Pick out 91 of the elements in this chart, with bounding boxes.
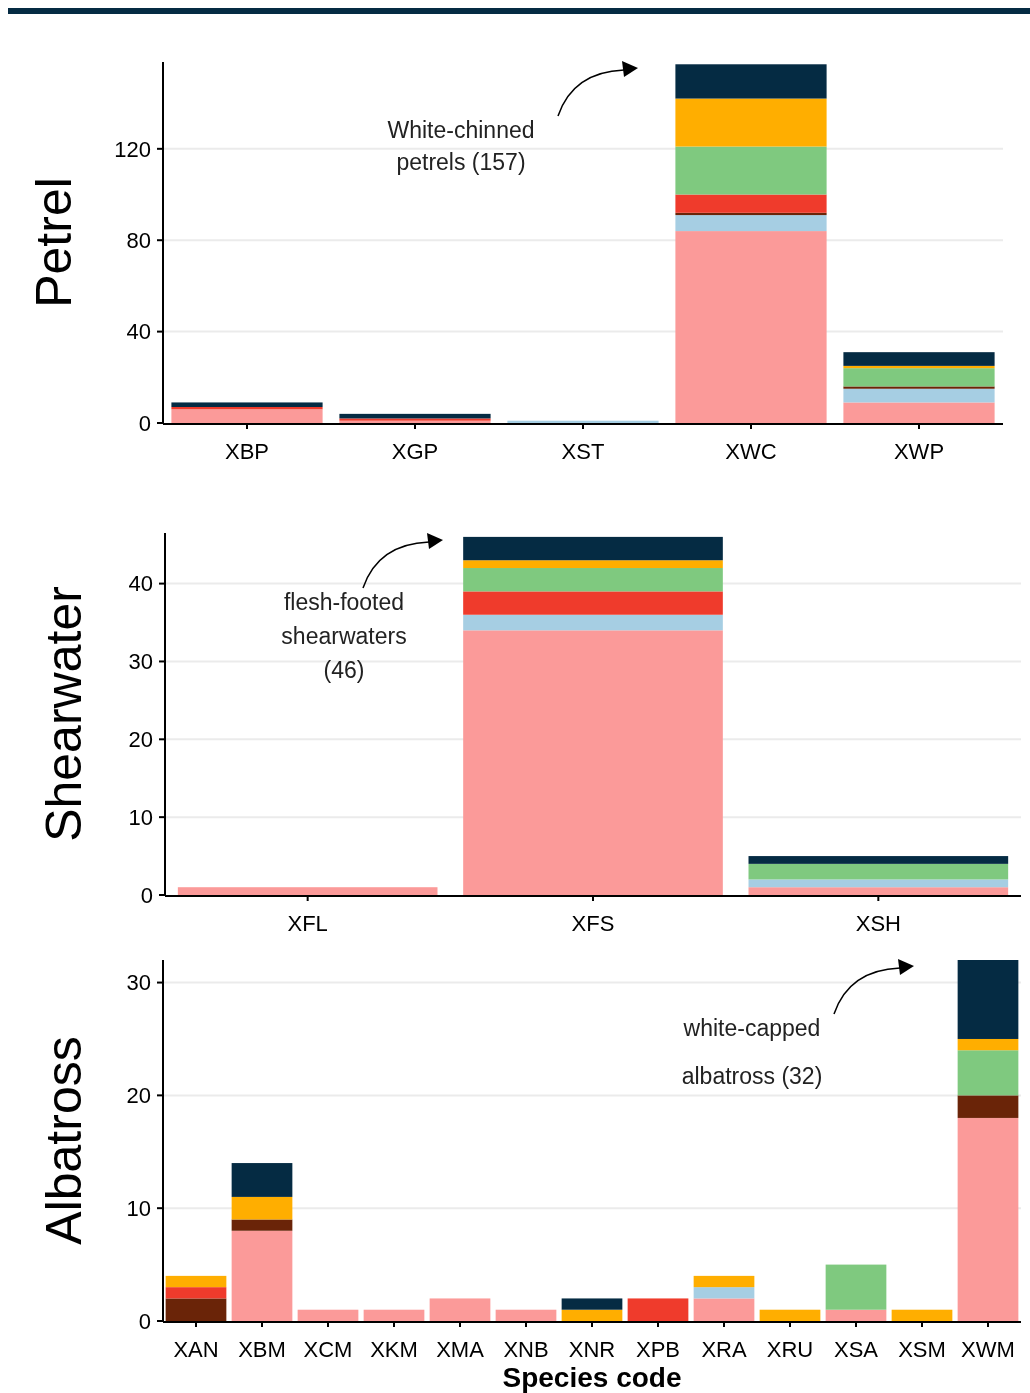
x-tick-label: XSA	[833, 1336, 879, 1362]
y-tick-label: 10	[126, 1195, 151, 1221]
x-tick-label: XST	[561, 438, 605, 464]
bar	[748, 863, 1009, 880]
bar	[463, 591, 723, 615]
bar	[165, 1275, 227, 1288]
bar	[675, 64, 827, 99]
y-tick-label: 20	[126, 1083, 151, 1109]
annotation: flesh-footed shearwaters (46)	[281, 589, 407, 683]
x-tick-label: XWC	[725, 438, 777, 464]
bar	[748, 887, 1009, 895]
bar	[495, 1309, 557, 1321]
y-tick-label: 20	[128, 727, 153, 752]
bar	[561, 1298, 623, 1310]
x-tick-label: XNB	[503, 1336, 549, 1362]
bar	[693, 1275, 755, 1288]
bar	[957, 1038, 1019, 1051]
bar	[675, 146, 827, 195]
y-axis-title: Albatross	[35, 1036, 92, 1245]
x-tick-label: XGP	[391, 438, 439, 464]
x-tick-label: XPB	[635, 1336, 681, 1362]
x-tick-label: XCM	[303, 1336, 353, 1362]
x-tick-label: XNR	[568, 1336, 616, 1362]
bar	[843, 388, 995, 403]
bar	[627, 1298, 689, 1321]
bar	[675, 194, 827, 213]
bar	[165, 1298, 227, 1321]
x-tick-label: XBM	[238, 1336, 286, 1362]
x-tick-label: XSM	[898, 1336, 946, 1362]
bar	[463, 630, 723, 895]
bar	[171, 409, 323, 423]
bar	[177, 887, 438, 895]
y-axis-title: Petrel	[25, 177, 82, 308]
bar	[363, 1309, 425, 1321]
bar	[891, 1309, 953, 1321]
bar	[231, 1230, 293, 1321]
x-tick-label: XRU	[766, 1336, 814, 1362]
x-tick-label: XMA	[436, 1336, 485, 1362]
x-axis-title: Species code	[502, 1362, 682, 1393]
y-tick-label: 0	[138, 1308, 151, 1334]
bar	[463, 568, 723, 592]
y-tick-label: 80	[126, 227, 151, 253]
bar	[843, 386, 995, 389]
bar	[675, 98, 827, 147]
x-tick-label: XRA	[701, 1336, 747, 1362]
y-tick-label: 120	[114, 136, 151, 162]
bar	[843, 352, 995, 366]
bar	[463, 560, 723, 569]
bar	[429, 1298, 491, 1321]
annotation: White-chinned petrels (157)	[387, 117, 535, 175]
y-axis-title: Shearwater	[35, 586, 92, 842]
bar	[748, 879, 1009, 888]
bar	[297, 1309, 359, 1321]
bar	[675, 231, 827, 423]
x-tick-label: XWM	[961, 1336, 1015, 1362]
annotation: white-capped albatross (32)	[681, 1015, 823, 1089]
y-tick-label: 0	[140, 882, 153, 908]
bar	[231, 1163, 293, 1197]
bar	[561, 1309, 623, 1321]
bar	[843, 368, 995, 387]
x-tick-label: XAN	[173, 1336, 219, 1362]
y-tick-label: 30	[126, 970, 151, 996]
bar	[463, 614, 723, 631]
bar	[675, 215, 827, 232]
bar	[231, 1219, 293, 1231]
x-tick-label: XFS	[571, 910, 615, 936]
bar	[957, 960, 1019, 1039]
y-tick-label: 40	[128, 571, 153, 597]
bar	[957, 1050, 1019, 1096]
bar	[957, 1095, 1019, 1118]
x-tick-label: XFL	[287, 910, 328, 936]
y-tick-label: 0	[138, 410, 151, 436]
y-tick-label: 10	[128, 804, 153, 830]
bar	[748, 856, 1009, 864]
bar	[231, 1196, 293, 1220]
bar	[171, 402, 323, 408]
bar	[463, 536, 723, 561]
bar	[957, 1117, 1019, 1321]
x-tick-label: XSH	[855, 910, 901, 936]
bar	[693, 1287, 755, 1299]
bar	[825, 1309, 887, 1321]
bar	[693, 1298, 755, 1321]
x-tick-label: XKM	[370, 1336, 418, 1362]
bar	[843, 402, 995, 423]
y-tick-label: 40	[126, 319, 151, 345]
x-tick-label: XBP	[224, 438, 270, 464]
bar	[825, 1264, 887, 1310]
bar	[759, 1309, 821, 1321]
y-tick-label: 30	[128, 649, 153, 675]
x-tick-label: XWP	[893, 438, 945, 464]
bar	[165, 1287, 227, 1299]
